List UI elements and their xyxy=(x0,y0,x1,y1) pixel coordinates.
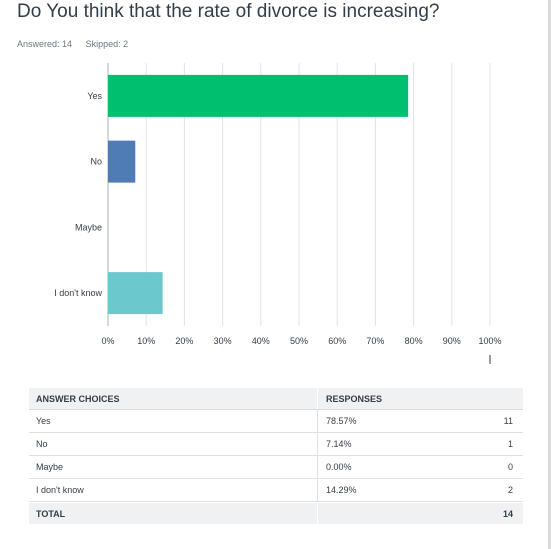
x-tick-label: 80% xyxy=(405,336,423,346)
x-tick-label: 100% xyxy=(478,336,501,346)
category-label: No xyxy=(90,157,102,167)
header-responses: RESPONSES xyxy=(326,394,383,404)
table-row: No 7.14% 1 xyxy=(29,433,523,456)
table-row: I don't know 14.29% 2 xyxy=(29,479,523,502)
response-meta: Answered: 14 Skipped: 2 xyxy=(17,39,128,49)
chart-tick-labels: 0% 10% 20% 30% 40% 50% 60% 70% 80% 90% 100% xyxy=(101,336,502,364)
category-label: Yes xyxy=(87,91,102,101)
x-tick-label: 50% xyxy=(290,336,308,346)
row-percent: 7.14% xyxy=(326,439,352,449)
x-tick-label: 60% xyxy=(328,336,346,346)
row-count: 1 xyxy=(507,439,513,449)
row-percent: 78.57% xyxy=(326,416,357,426)
x-tick-label: 90% xyxy=(443,336,461,346)
header-answer-choices: ANSWER CHOICES xyxy=(36,394,120,404)
row-choice: I don't know xyxy=(36,485,84,495)
bar-no xyxy=(108,140,136,183)
table-row: Maybe 0.00% 0 xyxy=(29,456,523,479)
table-row: Yes 78.57% 11 xyxy=(29,410,523,433)
answered-count: Answered: 14 xyxy=(17,39,73,49)
bar-i-don-t-know xyxy=(108,272,163,315)
category-label: I don't know xyxy=(54,288,102,298)
question-title: Do You think that the rate of divorce is… xyxy=(17,1,440,22)
bar-yes xyxy=(108,74,409,117)
x-tick-label: 30% xyxy=(214,336,232,346)
x-tick-label: 0% xyxy=(101,336,114,346)
category-label: Maybe xyxy=(75,222,102,232)
table-header-row: ANSWER CHOICES RESPONSES xyxy=(29,388,523,410)
row-count: 2 xyxy=(507,485,513,495)
page-right-border xyxy=(548,0,551,549)
x-tick-label: 10% xyxy=(137,336,155,346)
total-count: 14 xyxy=(502,509,513,519)
x-tick-label: 20% xyxy=(175,336,193,346)
x-tick-label: 70% xyxy=(366,336,384,346)
skipped-count: Skipped: 2 xyxy=(85,39,129,49)
row-choice: No xyxy=(36,439,48,449)
row-percent: 0.00% xyxy=(326,462,352,472)
chart-category-labels: Yes No Maybe I don't know xyxy=(54,91,102,298)
bar-chart: Yes No Maybe I don't know 0% 10% 20% 30% 40% 50%… xyxy=(54,63,502,364)
x-tick-label: 40% xyxy=(252,336,270,346)
total-label: TOTAL xyxy=(36,509,66,519)
row-count: 11 xyxy=(503,416,513,426)
row-choice: Maybe xyxy=(36,462,64,472)
row-percent: 14.29% xyxy=(326,485,357,495)
row-count: 0 xyxy=(507,462,513,472)
table-total-row: TOTAL 14 xyxy=(29,503,523,524)
row-choice: Yes xyxy=(36,416,51,426)
chart-bars xyxy=(108,74,409,315)
responses-table: ANSWER CHOICES RESPONSES Yes 78.57% 11 N… xyxy=(29,388,523,524)
